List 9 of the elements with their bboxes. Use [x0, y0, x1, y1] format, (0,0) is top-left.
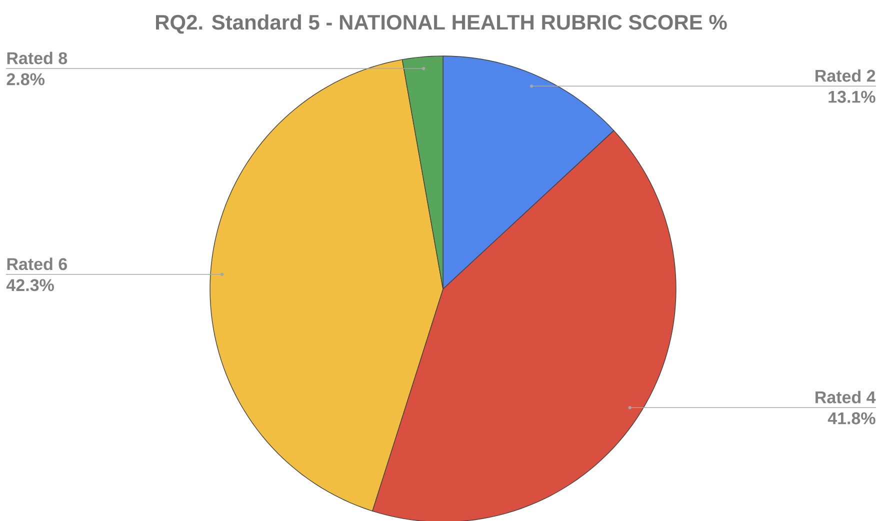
data-label: 2.8%	[6, 73, 45, 86]
slice-label: Rated 8	[7, 52, 68, 64]
data-label: 41.8%	[828, 412, 876, 424]
slice-label: Rated 2	[816, 69, 876, 82]
data-label: 13.1%	[828, 90, 876, 103]
slice-label: Rated 6	[7, 258, 67, 270]
slice-label: Rated 4	[816, 390, 876, 404]
data-label: 42.3%	[6, 279, 54, 292]
chart-title: RQ2. Standard 5 - NATIONAL HEALTH RUBRIC SCORE %	[156, 14, 727, 34]
